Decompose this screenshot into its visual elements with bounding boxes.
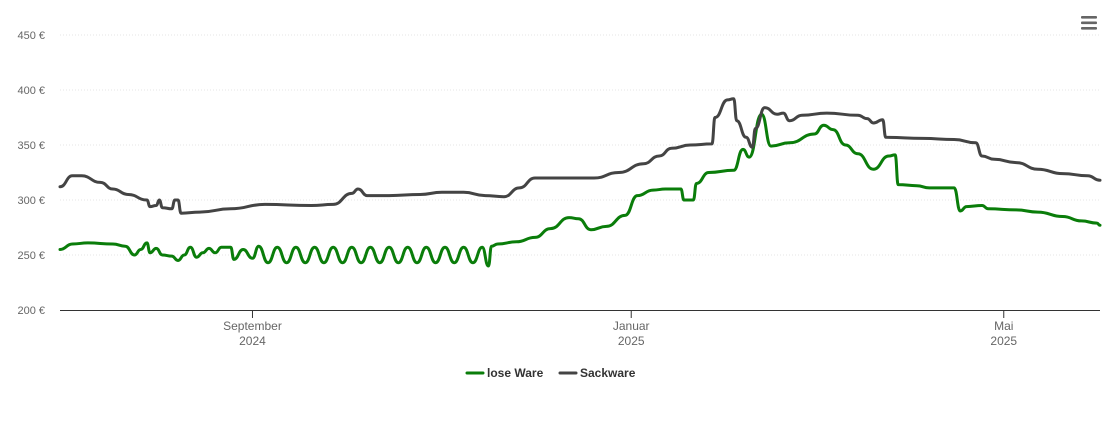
y-tick-label: 300 € xyxy=(17,195,45,207)
hamburger-menu-icon[interactable] xyxy=(1080,14,1098,32)
x-tick-label-month: Mai xyxy=(994,319,1013,333)
y-tick-label: 250 € xyxy=(17,250,45,262)
x-tick-label-month: Januar xyxy=(613,319,650,333)
legend-label: lose Ware xyxy=(487,366,544,380)
y-tick-label: 350 € xyxy=(17,140,45,152)
series-line-lose-ware[interactable] xyxy=(58,112,1102,268)
y-tick-label: 450 € xyxy=(17,30,45,42)
legend-item-sackware[interactable]: Sackware xyxy=(558,366,636,380)
y-axis-ticks: 200 € 250 € 300 € 350 € 400 € 450 € xyxy=(17,30,45,317)
series-lines xyxy=(58,97,1102,268)
x-tick-label-year: 2025 xyxy=(990,334,1017,348)
grid-lines xyxy=(60,34,1100,256)
x-tick-label-month: September xyxy=(223,319,282,333)
x-tick-label-year: 2025 xyxy=(618,334,645,348)
legend: lose Ware Sackware xyxy=(465,366,636,380)
legend-item-lose-ware[interactable]: lose Ware xyxy=(465,366,544,380)
series-line-sackware[interactable] xyxy=(58,97,1102,215)
x-tick-label-year: 2024 xyxy=(239,334,266,348)
y-tick-label: 200 € xyxy=(17,305,45,317)
legend-label: Sackware xyxy=(580,366,636,380)
y-tick-label: 400 € xyxy=(17,85,45,97)
